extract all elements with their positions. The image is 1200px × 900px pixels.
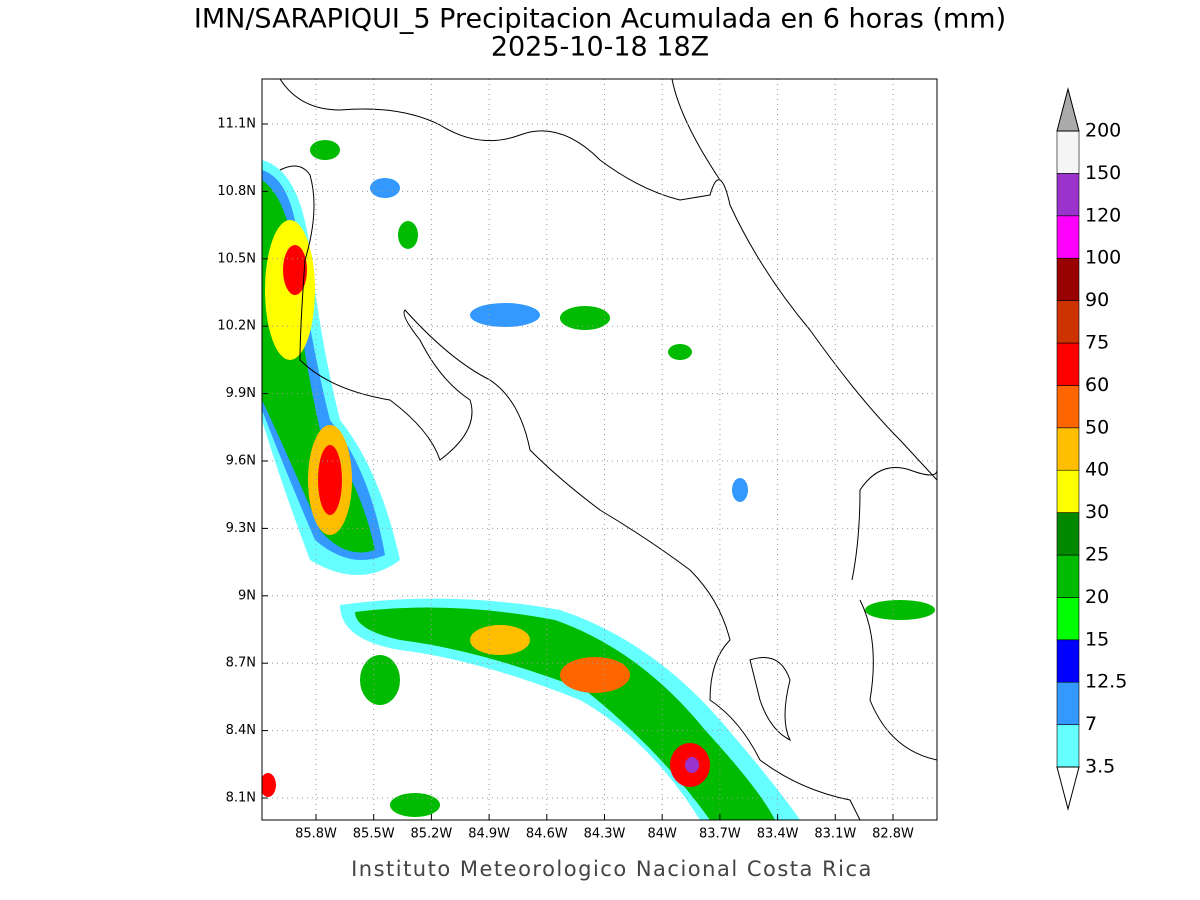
coastline — [279, 79, 937, 820]
colorbar-segment — [1056, 257, 1080, 301]
colorbar-label: 75 — [1085, 332, 1109, 354]
lat-label: 10.8N — [217, 184, 256, 199]
colorbar-label: 30 — [1085, 501, 1109, 523]
lon-label: 85.2W — [410, 827, 452, 842]
colorbar-label: 100 — [1085, 247, 1121, 269]
lon-label: 85.8W — [295, 827, 337, 842]
lon-label: 84.6W — [526, 827, 568, 842]
lon-label: 84W — [647, 827, 677, 842]
lon-label: 83.7W — [699, 827, 741, 842]
colorbar-segment — [1056, 512, 1080, 556]
colorbar-segment — [1056, 681, 1080, 725]
colorbar-label: 20 — [1085, 586, 1109, 608]
title: IMN/SARAPIQUI_5 Precipitacion Acumulada … — [194, 4, 1006, 35]
subtitle: 2025-10-18 18Z — [491, 32, 709, 63]
colorbar-label: 40 — [1085, 459, 1109, 481]
colorbar-segment — [1056, 427, 1080, 471]
colorbar-segment — [1056, 469, 1080, 513]
colorbar-label: 60 — [1085, 374, 1109, 396]
lat-label: 9N — [238, 588, 256, 603]
colorbar-over — [1056, 87, 1080, 132]
footer: Instituto Meteorologico Nacional Costa R… — [351, 857, 873, 881]
precip-field — [262, 79, 937, 820]
colorbar-segment — [1056, 342, 1080, 386]
lat-label: 9.3N — [226, 521, 256, 536]
colorbar-label: 25 — [1085, 544, 1109, 566]
colorbar-label: 3.5 — [1085, 756, 1115, 778]
lon-label: 84.9W — [468, 827, 510, 842]
colorbar-label: 120 — [1085, 204, 1121, 226]
lon-label: 82.8W — [872, 827, 914, 842]
colorbar-segment — [1056, 385, 1080, 429]
colorbar-segment — [1056, 215, 1080, 259]
lat-label: 10.2N — [217, 319, 256, 334]
colorbar-segment — [1056, 554, 1080, 598]
lat-label: 10.5N — [217, 251, 256, 266]
colorbar-label: 200 — [1085, 120, 1121, 142]
lon-label: 85.5W — [353, 827, 395, 842]
lat-label: 9.9N — [226, 386, 256, 401]
rain-bands — [262, 140, 935, 820]
colorbar-label: 15 — [1085, 628, 1109, 650]
lat-label: 11.1N — [217, 117, 256, 132]
lat-label: 8.4N — [226, 723, 256, 738]
colorbar-segment — [1056, 300, 1080, 344]
colorbar-label: 50 — [1085, 416, 1109, 438]
lon-label: 83.4W — [757, 827, 799, 842]
grid: 85.8W 85.5W 85.2W 84.9W 84.6W 84.3W 84W 83.7W 83… — [217, 79, 937, 842]
colorbar: 3.5 7 12.5 15 20 25 30 40 50 60 75 90 100 120 150 200 — [1056, 87, 1127, 811]
colorbar-under — [1056, 766, 1080, 811]
colorbar-segment — [1056, 724, 1080, 768]
colorbar-segment — [1056, 130, 1080, 174]
plot-frame — [261, 78, 938, 821]
lat-label: 8.7N — [226, 656, 256, 671]
colorbar-label: 90 — [1085, 289, 1109, 311]
colorbar-label: 150 — [1085, 162, 1121, 184]
colorbar-segment — [1056, 597, 1080, 641]
lat-label: 9.6N — [226, 454, 256, 469]
colorbar-label: 12.5 — [1085, 671, 1127, 693]
colorbar-segment — [1056, 639, 1080, 683]
lon-label: 84.3W — [584, 827, 626, 842]
lat-label: 8.1N — [226, 791, 256, 806]
lon-label: 83.1W — [814, 827, 856, 842]
colorbar-label: 7 — [1085, 713, 1097, 735]
colorbar-segment — [1056, 173, 1080, 217]
